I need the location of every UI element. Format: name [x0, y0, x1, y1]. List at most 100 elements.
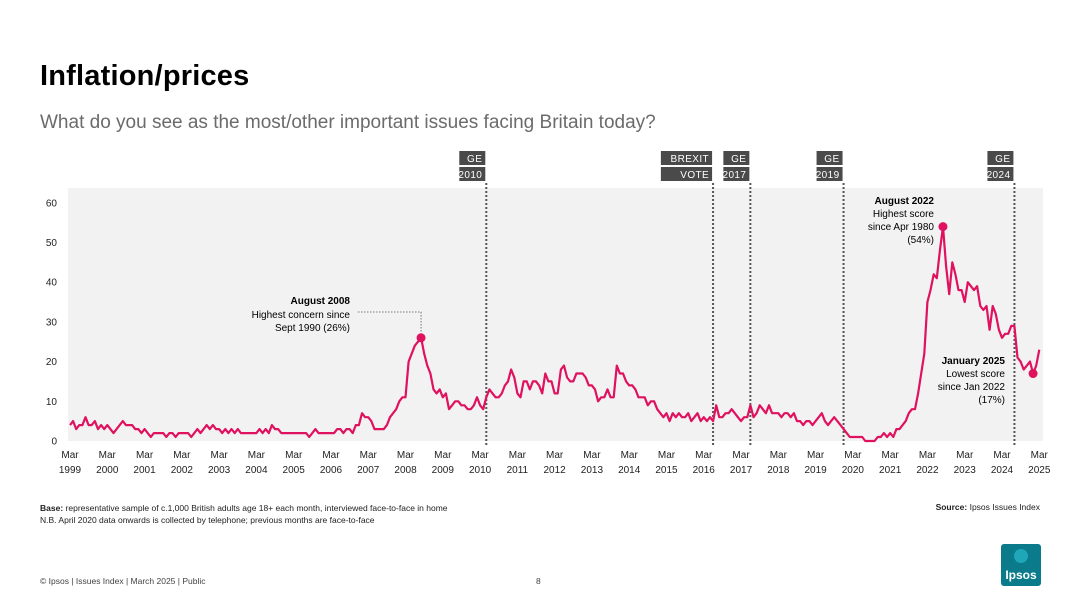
x-tick-label-year: 2009 — [432, 465, 455, 476]
x-tick-label-year: 2017 — [730, 465, 753, 476]
x-tick-label-year: 2025 — [1028, 465, 1051, 476]
x-tick-label-year: 2000 — [96, 465, 119, 476]
event-label-line2: VOTE — [680, 170, 709, 181]
x-tick-label-month: Mar — [471, 450, 489, 461]
x-tick-label-month: Mar — [173, 450, 191, 461]
source-note: Source: Ipsos Issues Index — [936, 502, 1040, 512]
event-label-box: GE 2017 — [723, 151, 750, 181]
x-tick-label-year: 2021 — [879, 465, 902, 476]
event-box-bottom — [660, 167, 713, 181]
x-tick-label-year: 2011 — [507, 465, 529, 476]
annotations: August 2008 Highest concern since Sept 1… — [252, 196, 1038, 406]
x-tick-label-month: Mar — [695, 450, 713, 461]
annotation-line-2025-1: Lowest score — [946, 369, 1005, 380]
annotation-line-2008-2: Sept 1990 (26%) — [275, 323, 350, 334]
x-tick-label-year: 2023 — [954, 465, 977, 476]
event-label-box: BREXIT VOTE — [660, 151, 713, 181]
x-tick-label-year: 2001 — [133, 465, 156, 476]
y-tick-label: 0 — [51, 437, 57, 448]
x-tick-label-month: Mar — [509, 450, 527, 461]
y-tick-label: 50 — [46, 238, 58, 249]
event-label-line1: GE — [467, 154, 482, 165]
plot-background — [68, 188, 1043, 441]
base-note: Base: representative sample of c.1,000 B… — [40, 502, 448, 526]
x-tick-label-month: Mar — [882, 450, 900, 461]
x-tick-label-month: Mar — [285, 450, 303, 461]
event-label-line2: 2019 — [816, 170, 840, 181]
x-tick-label-month: Mar — [397, 450, 415, 461]
x-tick-label-month: Mar — [360, 450, 378, 461]
source-text: Ipsos Issues Index — [969, 502, 1040, 512]
x-tick-label-month: Mar — [621, 450, 639, 461]
x-tick-label-year: 2016 — [693, 465, 716, 476]
event-label-box: GE 2010 — [458, 151, 486, 181]
footer-copyright: © Ipsos | Issues Index | March 2025 | Pu… — [40, 576, 206, 586]
x-tick-label-year: 2012 — [544, 465, 567, 476]
event-label-line2: 2024 — [987, 170, 1011, 181]
annotation-line-2008-1: Highest concern since — [252, 310, 351, 321]
event-box-top — [987, 151, 1014, 165]
x-tick-label-year: 2005 — [283, 465, 306, 476]
event-label-line1: GE — [731, 154, 746, 165]
event-label-line1: GE — [995, 154, 1010, 165]
y-axis: 0 10 20 30 40 50 60 — [46, 198, 58, 447]
event-label-line2: 2010 — [458, 170, 482, 181]
annotation-dot-2022 — [938, 222, 948, 232]
x-tick-label-year: 1999 — [59, 465, 82, 476]
annotation-aug-2022: August 2022 Highest score since Apr 1980… — [868, 196, 948, 246]
annotation-dot-2008 — [416, 333, 426, 343]
base-text: representative sample of c.1,000 British… — [65, 503, 448, 513]
annotation-line-2022-1: Highest score — [873, 209, 935, 220]
x-tick-label-month: Mar — [658, 450, 676, 461]
annotation-line-2022-2: since Apr 1980 — [868, 222, 935, 233]
x-tick-label-month: Mar — [99, 450, 117, 461]
annotation-dot-2025 — [1028, 369, 1038, 379]
x-tick-label-year: 2004 — [245, 465, 268, 476]
event-label-box: GE 2024 — [987, 151, 1014, 181]
annotation-heading-2008: August 2008 — [291, 296, 351, 307]
x-tick-label-month: Mar — [993, 450, 1011, 461]
x-tick-label-year: 2020 — [842, 465, 865, 476]
x-tick-label-month: Mar — [1031, 450, 1049, 461]
x-tick-label-year: 2018 — [767, 465, 790, 476]
question-subtitle: What do you see as the most/other import… — [40, 112, 656, 133]
page-number: 8 — [536, 576, 541, 586]
event-label-line1: BREXIT — [671, 154, 710, 165]
nb-note: N.B. April 2020 data onwards is collecte… — [40, 515, 375, 525]
y-tick-label: 20 — [46, 357, 58, 368]
ipsos-logo: Ipsos — [1001, 544, 1041, 586]
x-tick-label-month: Mar — [956, 450, 974, 461]
base-label: Base: — [40, 503, 64, 513]
x-tick-label-month: Mar — [844, 450, 862, 461]
x-tick-label-month: Mar — [211, 450, 229, 461]
x-tick-label-month: Mar — [770, 450, 788, 461]
x-tick-label-year: 2014 — [618, 465, 641, 476]
logo-mark-icon — [1014, 549, 1028, 563]
annotation-heading-2022: August 2022 — [875, 196, 935, 207]
x-tick-label-year: 2022 — [916, 465, 939, 476]
y-tick-label: 30 — [46, 317, 58, 328]
annotation-line-2022-3: (54%) — [907, 235, 934, 246]
x-tick-label-year: 2015 — [655, 465, 678, 476]
event-label-line2: 2017 — [723, 170, 747, 181]
event-box-top — [723, 151, 750, 165]
y-tick-label: 40 — [46, 278, 58, 289]
x-tick-label-month: Mar — [919, 450, 937, 461]
x-tick-label-year: 2008 — [394, 465, 417, 476]
event-box-top — [660, 151, 713, 165]
annotation-leader-2008 — [358, 311, 422, 333]
x-tick-label-year: 2002 — [171, 465, 194, 476]
x-axis: Mar 1999 Mar 2000 Mar 2001 Mar 2002 Mar 2003 Mar 20… — [59, 450, 1051, 476]
source-label: Source: — [935, 502, 968, 512]
x-tick-label-month: Mar — [807, 450, 825, 461]
x-tick-label-month: Mar — [546, 450, 564, 461]
x-tick-label-year: 2010 — [469, 465, 492, 476]
x-tick-label-year: 2006 — [320, 465, 343, 476]
x-tick-label-year: 2024 — [991, 465, 1014, 476]
x-tick-label-month: Mar — [322, 450, 340, 461]
x-tick-label-year: 2003 — [208, 465, 231, 476]
x-tick-label-year: 2007 — [357, 465, 380, 476]
logo-text: Ipsos — [1005, 568, 1037, 582]
annotation-line-2025-2: since Jan 2022 — [938, 382, 1006, 393]
